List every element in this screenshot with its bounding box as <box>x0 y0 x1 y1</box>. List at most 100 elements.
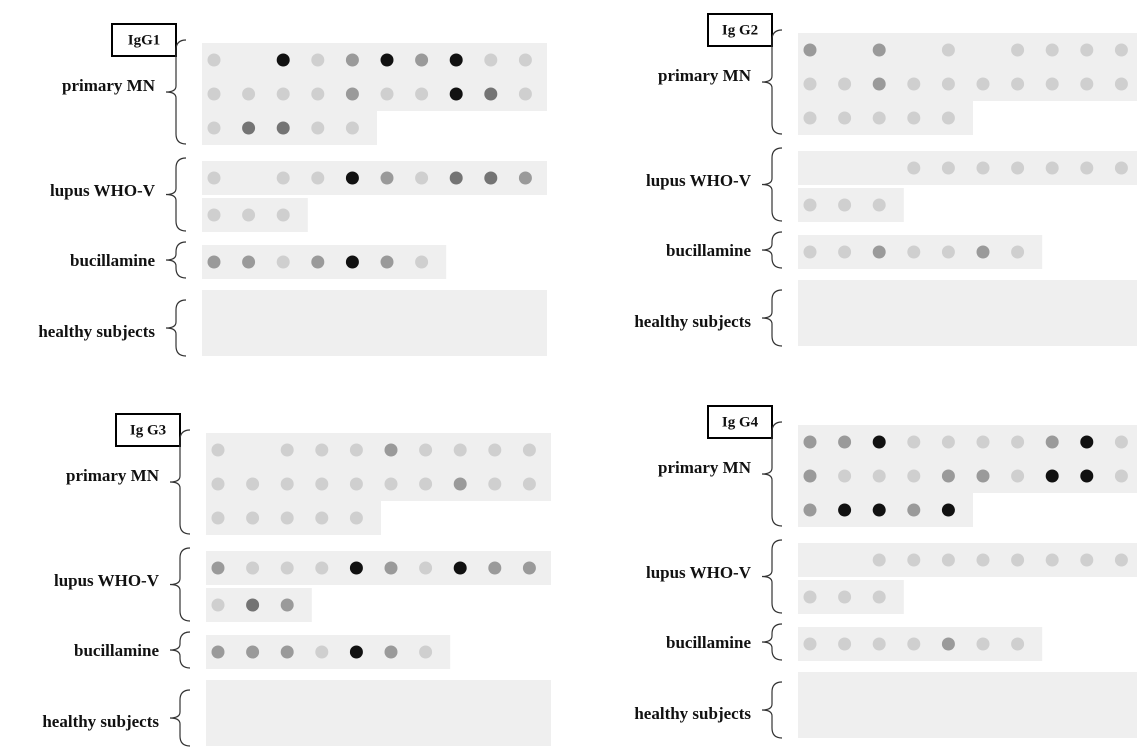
dot <box>1011 436 1024 449</box>
dot <box>977 78 990 91</box>
dot <box>1080 162 1093 175</box>
dot <box>212 599 225 612</box>
dot <box>1011 246 1024 259</box>
blot-area <box>206 680 551 746</box>
dot <box>804 504 817 517</box>
group-label: lupus WHO-V <box>646 171 752 190</box>
dot <box>519 88 532 101</box>
dot <box>454 444 467 457</box>
dot <box>907 436 920 449</box>
dot <box>381 172 394 185</box>
dot <box>1011 78 1024 91</box>
dot <box>907 554 920 567</box>
brace <box>166 158 186 231</box>
dot <box>942 112 955 125</box>
brace <box>166 242 186 278</box>
dot <box>907 162 920 175</box>
dot <box>942 78 955 91</box>
dot <box>277 209 290 222</box>
group-label: healthy subjects <box>634 312 751 331</box>
dot <box>1115 162 1128 175</box>
dot <box>1011 470 1024 483</box>
dot <box>1080 470 1093 483</box>
dot <box>1115 470 1128 483</box>
dot <box>838 504 851 517</box>
group-label: primary MN <box>62 76 156 95</box>
dot <box>1011 44 1024 57</box>
figure: IgG1primary MNlupus WHO-Vbucillamineheal… <box>0 0 1137 749</box>
dot <box>488 562 501 575</box>
dot <box>281 478 294 491</box>
dot <box>977 436 990 449</box>
dot <box>804 78 817 91</box>
dot <box>281 599 294 612</box>
dot <box>350 646 363 659</box>
dot <box>873 638 886 651</box>
dot <box>419 562 432 575</box>
dot <box>311 88 324 101</box>
dot <box>873 591 886 604</box>
dot <box>242 122 255 135</box>
dot <box>311 54 324 67</box>
brace <box>762 624 782 660</box>
dot <box>873 470 886 483</box>
dot <box>488 444 501 457</box>
dot <box>450 172 463 185</box>
dot <box>346 54 359 67</box>
dot <box>1115 436 1128 449</box>
dot <box>977 246 990 259</box>
dot <box>1046 554 1059 567</box>
dot <box>1046 162 1059 175</box>
dot <box>942 638 955 651</box>
group-label: lupus WHO-V <box>646 563 752 582</box>
brace <box>762 232 782 268</box>
dot <box>277 88 290 101</box>
dot <box>454 478 467 491</box>
dot <box>519 54 532 67</box>
brace <box>762 540 782 613</box>
dot <box>838 246 851 259</box>
dot <box>484 54 497 67</box>
group-label: healthy subjects <box>634 704 751 723</box>
dot <box>212 512 225 525</box>
dot <box>838 199 851 212</box>
dot <box>1011 638 1024 651</box>
dot <box>346 122 359 135</box>
dot <box>977 470 990 483</box>
dot <box>242 209 255 222</box>
dot <box>838 638 851 651</box>
dot <box>208 209 221 222</box>
group-label: bucillamine <box>666 633 751 652</box>
dot <box>212 562 225 575</box>
dot <box>350 478 363 491</box>
dot <box>246 599 259 612</box>
dot <box>246 562 259 575</box>
dot <box>873 436 886 449</box>
dot <box>246 646 259 659</box>
dot <box>385 478 398 491</box>
dot <box>804 246 817 259</box>
dot <box>907 112 920 125</box>
dot <box>1080 44 1093 57</box>
dot <box>1046 436 1059 449</box>
dot <box>873 78 886 91</box>
group-label: lupus WHO-V <box>54 571 160 590</box>
dot <box>873 112 886 125</box>
dot <box>1080 78 1093 91</box>
dot <box>484 172 497 185</box>
dot <box>385 444 398 457</box>
dot <box>977 554 990 567</box>
dot <box>907 470 920 483</box>
dot <box>281 444 294 457</box>
dot <box>281 646 294 659</box>
dot <box>1115 44 1128 57</box>
group-label: primary MN <box>658 66 752 85</box>
dot <box>311 256 324 269</box>
dot <box>873 246 886 259</box>
dot <box>1046 44 1059 57</box>
dot <box>942 504 955 517</box>
panel-title: Ig G4 <box>722 414 759 430</box>
dot <box>281 512 294 525</box>
dot <box>907 504 920 517</box>
dot <box>450 54 463 67</box>
